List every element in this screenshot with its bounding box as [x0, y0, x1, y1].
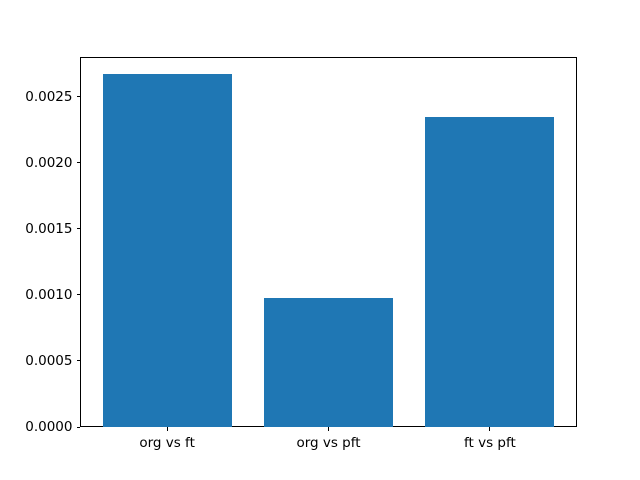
y-tick-label: 0.0005 — [25, 352, 73, 369]
bar-ft-vs-pft — [425, 116, 555, 427]
x-tick-label-org-vs-pft: org vs pft — [296, 434, 361, 451]
y-tick-label: 0.0020 — [25, 154, 73, 171]
y-tick-mark — [76, 228, 80, 230]
x-tick-mark — [328, 427, 329, 431]
bar-org-vs-ft — [102, 74, 232, 427]
bar-org-vs-pft — [264, 297, 394, 427]
y-tick-mark — [76, 426, 80, 428]
y-tick-label: 0.0000 — [25, 419, 73, 435]
y-tick-mark — [76, 162, 80, 164]
x-tick-mark — [489, 427, 491, 431]
y-tick-mark — [76, 294, 80, 296]
x-tick-label-ft-vs-pft: ft vs pft — [463, 434, 516, 451]
x-tick-label-org-vs-ft: org vs ft — [139, 434, 195, 451]
y-tick-mark — [76, 360, 80, 362]
y-tick-label: 0.0025 — [25, 88, 73, 105]
y-tick-label: 0.0010 — [25, 286, 73, 303]
x-tick-mark — [166, 427, 168, 431]
y-tick-label: 0.0015 — [25, 220, 73, 237]
y-tick-mark — [76, 96, 80, 98]
